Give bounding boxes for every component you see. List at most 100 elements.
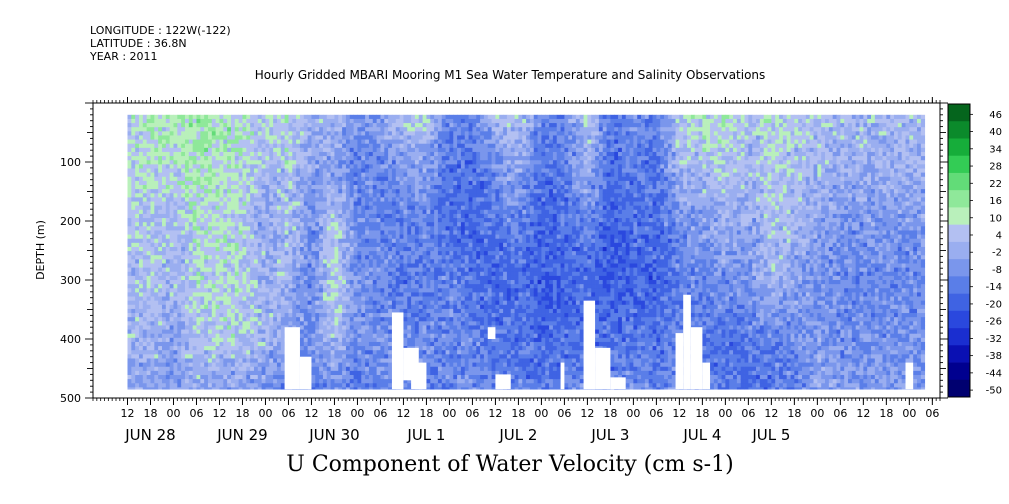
heatmap-cell bbox=[376, 176, 381, 182]
heatmap-cell bbox=[161, 255, 167, 260]
heatmap-cell bbox=[273, 164, 278, 169]
heatmap-cell bbox=[135, 230, 140, 235]
heatmap-cell bbox=[219, 209, 224, 215]
heatmap-cell bbox=[376, 164, 381, 169]
heatmap-cell bbox=[131, 300, 136, 306]
heatmap-cell bbox=[242, 213, 247, 219]
heatmap-cell bbox=[135, 296, 140, 302]
heatmap-cell bbox=[322, 118, 328, 124]
heatmap-cell bbox=[368, 358, 374, 363]
heatmap-cell bbox=[192, 366, 197, 372]
heatmap-cell bbox=[353, 259, 358, 264]
heatmap-cell bbox=[384, 189, 389, 194]
heatmap-cell bbox=[345, 189, 351, 194]
heatmap-cell bbox=[184, 213, 190, 219]
heatmap-cell bbox=[142, 172, 148, 178]
heatmap-cell bbox=[257, 271, 263, 277]
heatmap-cell bbox=[315, 118, 320, 124]
heatmap-cell bbox=[253, 127, 259, 132]
heatmap-cell bbox=[142, 379, 148, 384]
heatmap-cell bbox=[142, 321, 148, 326]
heatmap-cell bbox=[319, 308, 324, 314]
heatmap-cell bbox=[184, 317, 190, 322]
heatmap-cell bbox=[169, 222, 174, 227]
heatmap-cell bbox=[242, 114, 247, 120]
heatmap-cell bbox=[177, 387, 182, 390]
heatmap-cell bbox=[292, 123, 297, 128]
heatmap-cell bbox=[319, 267, 324, 273]
heatmap-cell bbox=[192, 280, 197, 285]
heatmap-cell bbox=[288, 300, 293, 306]
heatmap-cell bbox=[307, 280, 312, 285]
heatmap-cell bbox=[169, 246, 174, 252]
heatmap-cell bbox=[399, 284, 404, 289]
heatmap-cell bbox=[196, 234, 201, 240]
heatmap-cell bbox=[188, 255, 194, 260]
heatmap-cell bbox=[230, 218, 236, 223]
heatmap-cell bbox=[207, 213, 213, 219]
heatmap-cell bbox=[177, 300, 182, 306]
heatmap-cell bbox=[150, 255, 155, 260]
heatmap-cell bbox=[261, 118, 266, 124]
heatmap-cell bbox=[353, 213, 358, 219]
heatmap-cell bbox=[265, 337, 270, 343]
heatmap-cell bbox=[138, 308, 144, 314]
heatmap-cell bbox=[273, 234, 278, 240]
heatmap-cell bbox=[407, 180, 412, 186]
heatmap-cell bbox=[211, 147, 217, 153]
heatmap-cell bbox=[288, 151, 293, 157]
heatmap-cell bbox=[380, 341, 385, 347]
heatmap-cell bbox=[211, 275, 217, 281]
heatmap-cell bbox=[150, 383, 155, 388]
heatmap-cell bbox=[265, 151, 270, 157]
heatmap-cell bbox=[292, 151, 297, 157]
heatmap-cell bbox=[338, 230, 343, 235]
heatmap-cell bbox=[353, 341, 358, 347]
heatmap-cell bbox=[211, 197, 217, 202]
heatmap-cell bbox=[234, 160, 240, 165]
heatmap-cell bbox=[177, 374, 182, 380]
heatmap-cell bbox=[250, 176, 255, 182]
heatmap-cell bbox=[165, 139, 171, 145]
heatmap-cell bbox=[407, 246, 412, 252]
heatmap-cell bbox=[365, 333, 370, 339]
heatmap-cell bbox=[407, 168, 412, 174]
heatmap-cell bbox=[311, 143, 316, 149]
heatmap-cell bbox=[154, 160, 159, 165]
heatmap-cell bbox=[135, 292, 140, 297]
heatmap-cell bbox=[161, 321, 167, 326]
heatmap-cell bbox=[188, 341, 194, 347]
heatmap-cell bbox=[200, 164, 205, 169]
heatmap-cell bbox=[280, 176, 286, 182]
heatmap-cell bbox=[380, 238, 385, 244]
heatmap-cell bbox=[135, 205, 140, 211]
heatmap-cell bbox=[384, 337, 389, 343]
heatmap-cell bbox=[181, 131, 186, 136]
heatmap-cell bbox=[269, 358, 274, 363]
heatmap-cell bbox=[223, 127, 228, 132]
heatmap-cell bbox=[161, 337, 167, 343]
heatmap-cell bbox=[391, 123, 397, 128]
heatmap-cell bbox=[330, 288, 335, 293]
heatmap-cell bbox=[380, 131, 385, 136]
heatmap-cell bbox=[196, 123, 201, 128]
heatmap-cell bbox=[280, 172, 286, 178]
heatmap-cell bbox=[223, 180, 228, 186]
heatmap-cell bbox=[407, 185, 412, 190]
heatmap-cell bbox=[395, 127, 400, 132]
heatmap-cell bbox=[142, 383, 148, 388]
heatmap-cell bbox=[223, 246, 228, 252]
heatmap-cell bbox=[253, 333, 259, 339]
heatmap-cell bbox=[238, 354, 243, 359]
heatmap-cell bbox=[158, 131, 163, 136]
heatmap-cell bbox=[349, 325, 355, 330]
heatmap-cell bbox=[357, 123, 362, 128]
heatmap-cell bbox=[219, 172, 224, 178]
heatmap-cell bbox=[161, 213, 167, 219]
heatmap-cell bbox=[365, 325, 370, 330]
heatmap-cell bbox=[150, 127, 155, 132]
heatmap-cell bbox=[345, 317, 351, 322]
heatmap-cell bbox=[357, 358, 362, 363]
heatmap-cell bbox=[311, 346, 316, 351]
heatmap-cell bbox=[142, 366, 148, 372]
